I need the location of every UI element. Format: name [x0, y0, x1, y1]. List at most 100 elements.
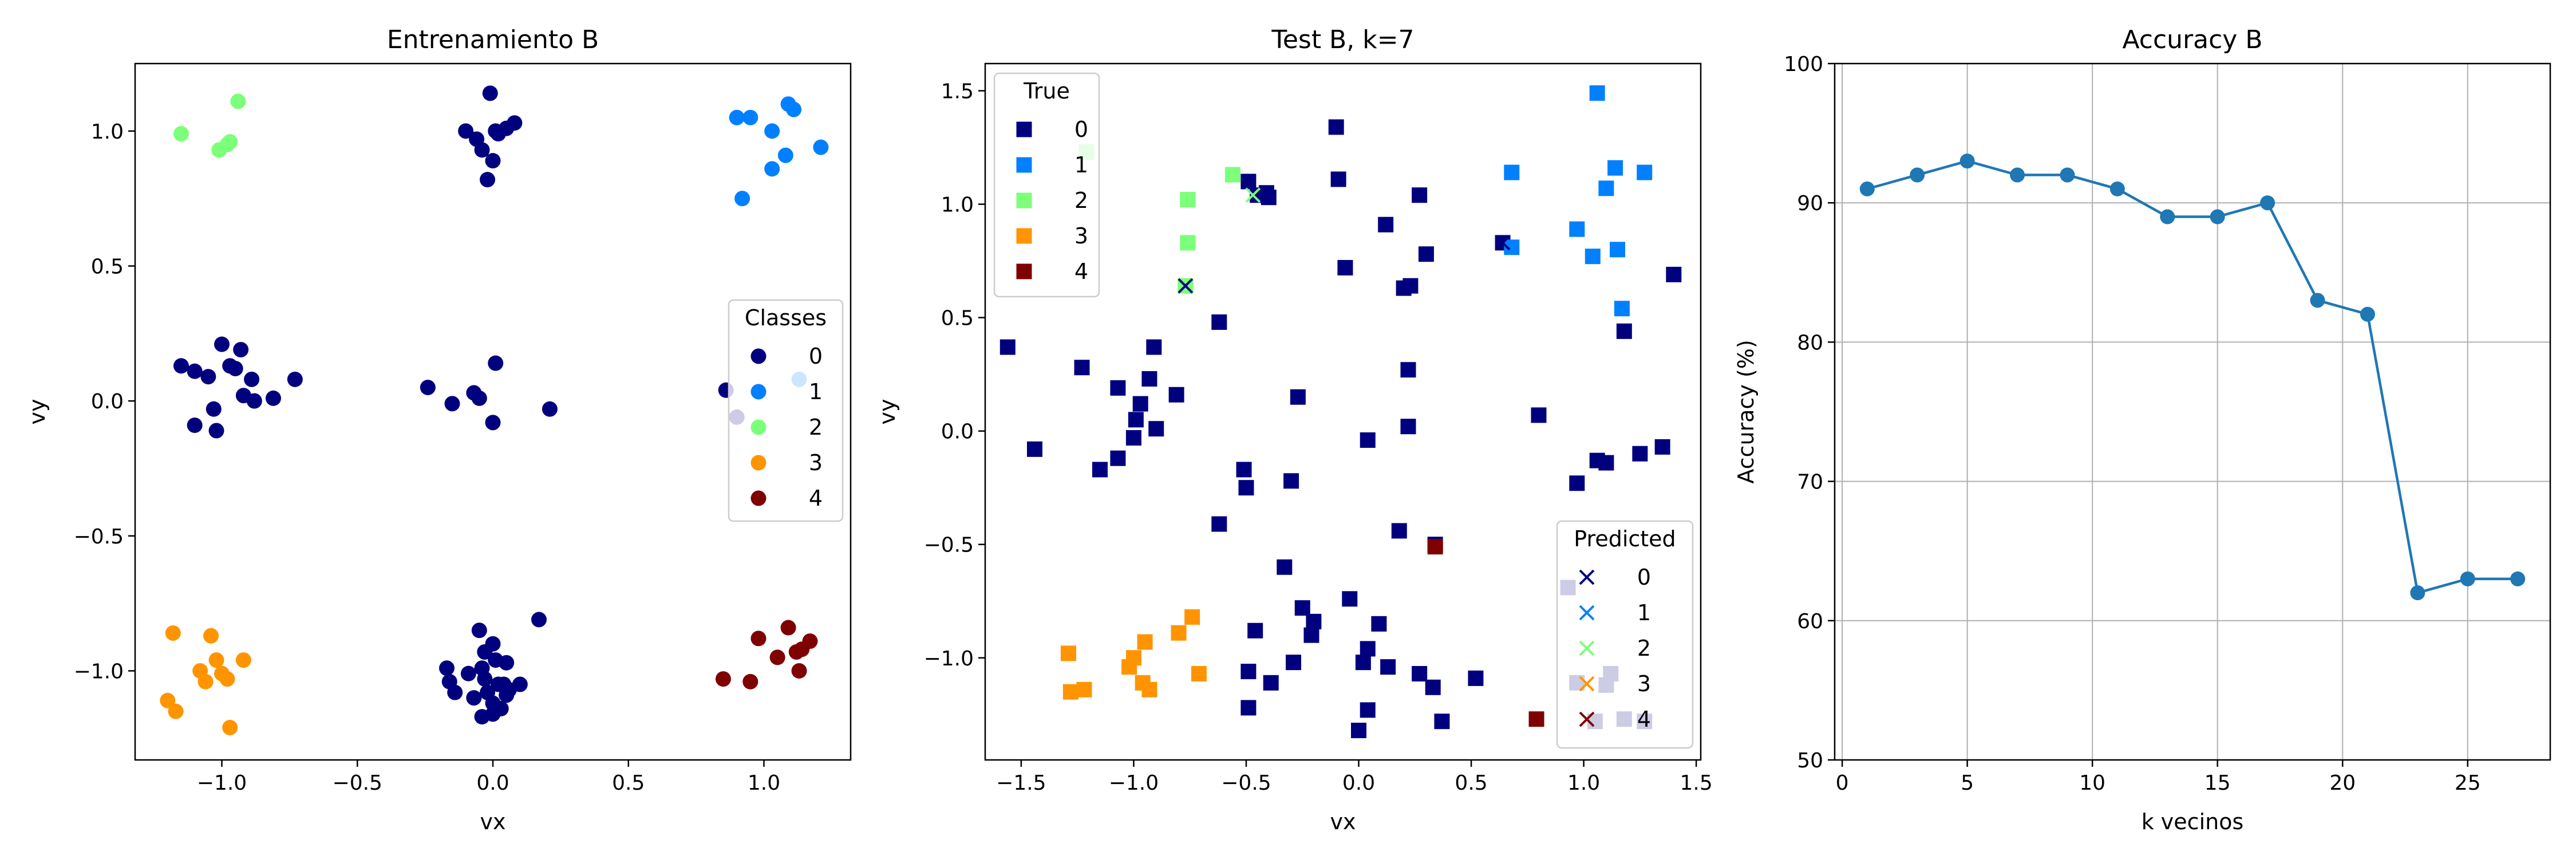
x-tick-label: 0.5 [1455, 771, 1487, 795]
point-class-1 [786, 101, 802, 117]
x-tick-label: −0.5 [1221, 771, 1271, 795]
x-tick-label: −0.5 [333, 771, 382, 795]
y-tick-label: 1.0 [91, 120, 124, 144]
legend-classes: Classes 0 1 2 3 4 [728, 299, 844, 522]
y-tick-label: −0.5 [74, 525, 124, 549]
x-tick-label: −1.0 [197, 771, 247, 795]
point-class-0 [246, 393, 262, 409]
true-point-class-0 [1141, 371, 1157, 387]
point-class-0 [187, 417, 203, 434]
point-class-0 [488, 355, 504, 371]
accuracy-point [2160, 209, 2175, 224]
true-point-class-0 [1425, 679, 1441, 695]
y-tick-label: 0.0 [941, 420, 974, 444]
point-class-3 [197, 673, 214, 689]
point-class-0 [206, 401, 222, 417]
true-point-class-1 [1637, 164, 1653, 180]
legend-marker [750, 384, 767, 400]
true-point-class-1 [1598, 180, 1614, 196]
true-point-class-0 [1148, 421, 1164, 437]
true-point-class-0 [1654, 439, 1670, 455]
x-tick-label: 0 [1836, 771, 1849, 795]
x-tick-label: 20 [2329, 771, 2356, 795]
accuracy-point [1959, 153, 1975, 169]
true-point-class-0 [1277, 559, 1293, 575]
true-point-class-0 [1168, 387, 1184, 403]
point-class-0 [507, 115, 523, 131]
true-point-class-0 [1412, 665, 1428, 681]
legend-entry-label: 3 [1074, 223, 1088, 249]
legend-entry-label: 3 [809, 450, 823, 475]
accuracy-point [2060, 167, 2075, 183]
point-class-0 [471, 622, 487, 639]
legend-marker [1579, 676, 1595, 692]
point-class-3 [168, 703, 184, 719]
point-class-4 [791, 663, 807, 679]
predicted-point-class-4 [1427, 539, 1443, 555]
legend-predicted: Predicted 0 1 2 3 4 [1556, 520, 1694, 749]
legend-marker [1016, 192, 1032, 208]
accuracy-point [2109, 181, 2125, 196]
legend-entry-label: 2 [809, 415, 823, 440]
x-tick-label: −1.0 [1109, 771, 1159, 795]
point-class-1 [734, 191, 750, 207]
true-point-class-0 [1283, 473, 1299, 489]
true-point-class-0 [1355, 655, 1371, 671]
chart-title: Test B, k=7 [1271, 25, 1414, 54]
true-point-class-3 [1191, 665, 1207, 681]
chart-title: Entrenamiento B [387, 25, 599, 54]
accuracy-line [1867, 159, 2518, 594]
panel-test-scatter: Test B, k=7 −1.5 −1.0 −0.5 0.0 0.5 1.0 1.5 −1.0… [875, 25, 1713, 834]
true-point-class-1 [1610, 242, 1626, 258]
point-class-0 [466, 690, 482, 706]
point-class-4 [794, 641, 810, 657]
point-class-0 [458, 123, 474, 139]
point-class-0 [233, 342, 249, 358]
y-axis-label: vy [875, 399, 900, 425]
true-point-class-0 [1360, 641, 1376, 657]
legend-marker [750, 419, 767, 435]
true-point-class-0 [1238, 480, 1254, 496]
predicted-point-class-0 [1146, 339, 1162, 355]
point-class-2 [222, 134, 238, 150]
true-point-class-0 [1434, 714, 1450, 730]
point-class-4 [769, 649, 785, 665]
y-tick-label: 0.5 [91, 255, 124, 278]
point-class-0 [222, 358, 238, 374]
legend-entry-label: 1 [1637, 600, 1651, 625]
accuracy-point [1859, 181, 1875, 196]
y-axis-label: Accuracy (%) [1733, 340, 1759, 483]
accuracy-point [2210, 209, 2225, 224]
point-class-0 [214, 336, 230, 352]
point-class-3 [208, 652, 224, 668]
x-tick-label: 1.0 [1567, 771, 1600, 795]
true-point-class-3 [1076, 681, 1092, 698]
accuracy-point [2360, 306, 2375, 322]
predicted-point-class-0 [1178, 278, 1194, 294]
x-axis-label: vx [480, 809, 506, 834]
legend-title: Predicted [1574, 526, 1676, 551]
true-point-class-0 [1531, 407, 1547, 423]
point-class-0 [474, 142, 490, 158]
point-class-0 [471, 390, 487, 406]
point-class-3 [203, 628, 219, 644]
y-tick-label: 1.5 [941, 80, 974, 104]
point-class-4 [750, 631, 767, 647]
point-class-3 [235, 652, 251, 668]
true-point-class-0 [1211, 314, 1227, 330]
point-class-1 [729, 109, 745, 125]
predicted-point-class-0 [1495, 235, 1511, 251]
point-class-2 [173, 126, 189, 142]
accuracy-point [2310, 293, 2325, 308]
legend-marker [750, 348, 767, 364]
true-point-class-0 [1290, 389, 1306, 405]
true-point-class-2 [1180, 235, 1196, 251]
accuracy-point [2510, 571, 2526, 586]
y-axis-label: vy [25, 399, 50, 425]
true-point-class-0 [1110, 380, 1126, 396]
axes-frame [984, 62, 1702, 761]
y-tick-label: 0.0 [91, 390, 124, 413]
axis-ticks: −1.5 −1.0 −0.5 0.0 0.5 1.0 1.5 −1.0 −0.5 0.0 0.5 1.… [924, 80, 1713, 795]
true-point-class-0 [1306, 613, 1322, 629]
